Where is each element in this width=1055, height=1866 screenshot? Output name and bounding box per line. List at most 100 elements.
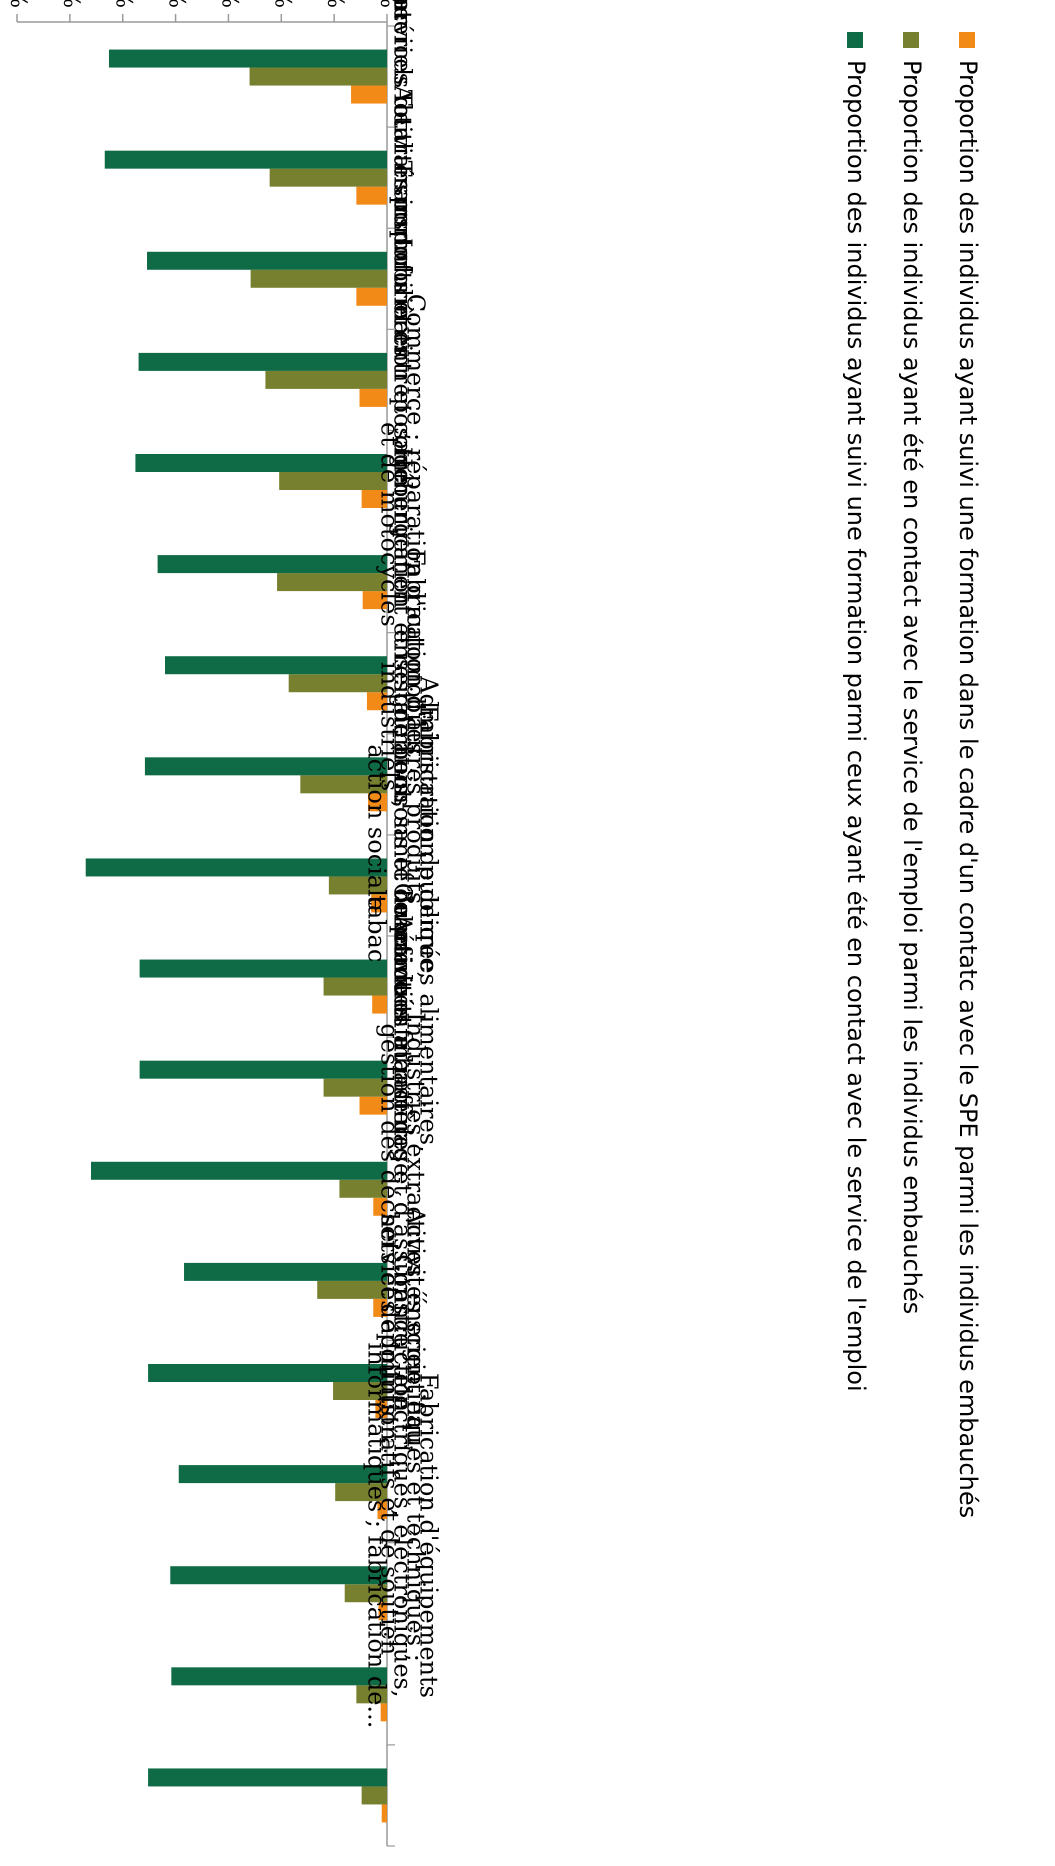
- category-label-line: enseignement, santé humaine et: [389, 629, 417, 1026]
- bar-series-2: [339, 1179, 387, 1198]
- bar-series-1: [144, 757, 387, 776]
- category-label-line: Construction: [389, 1254, 417, 1412]
- category-label: Activités immobilières: [389, 84, 417, 356]
- bar-series-2: [279, 472, 387, 490]
- bar-series-3: [359, 388, 387, 407]
- bar-series-1: [85, 858, 387, 877]
- bar-series-2: [265, 370, 387, 389]
- legend-label: Proportion des individus ayant suivi une…: [842, 60, 870, 1392]
- category-label: Administration publique,enseignement, sa…: [363, 629, 443, 1026]
- category-label-line: Activités financières et d'assurance: [389, 914, 417, 1347]
- category-label-line: de boissons et de produits à base de: [389, 708, 417, 1151]
- category-label-line: industriels: [376, 662, 404, 791]
- category-label-line: Commerce ; réparation d'automobiles: [402, 294, 430, 755]
- bar-series-1: [138, 352, 387, 371]
- category-label: Autres activités de services: [389, 0, 417, 85]
- bar-series-1: [91, 1161, 387, 1180]
- bar-series-3: [372, 995, 387, 1014]
- category-label: Fabrication de matériels de transport: [389, 0, 417, 248]
- bar-series-1: [148, 1364, 387, 1382]
- bar-series-1: [170, 1566, 387, 1585]
- bar-series-3: [373, 1298, 387, 1317]
- bar-series-3: [356, 287, 387, 306]
- category-label: Activités scientifiques et techniques ;s…: [376, 1206, 430, 1662]
- category-label: Fabrication de denrées alimentaires,de b…: [363, 705, 443, 1153]
- bar-series-3: [375, 1400, 387, 1418]
- category-label-line: Fabrication de matériels de transport: [389, 0, 417, 248]
- bar-series-1: [104, 150, 387, 169]
- category-label: Cokéfaction et raffinage: [389, 883, 417, 1177]
- bar-series-3: [366, 692, 387, 711]
- category-label-line: Fabrication d'autres produits: [402, 549, 430, 904]
- bar-series-1: [147, 251, 387, 270]
- bar-series-1: [139, 959, 387, 978]
- category-label: Agriculture, sylviculture et pêche: [389, 0, 417, 21]
- bar-series-1: [139, 1060, 387, 1079]
- category-label: Transports et entreposage: [389, 161, 417, 484]
- category-label-line: Autres activités de services: [389, 0, 417, 85]
- category-label-line: Activités immobilières: [389, 84, 417, 356]
- bar-series-2: [288, 674, 387, 693]
- bar-series-2: [361, 1786, 387, 1805]
- value-tick-label: 5%: [322, 0, 347, 8]
- bar-series-3: [361, 490, 387, 508]
- bar-series-2: [344, 1584, 387, 1603]
- category-label-line: gestion des déchets et dépollution: [376, 1023, 404, 1440]
- bar-series-1: [157, 555, 387, 574]
- value-tick-label: 15%: [216, 0, 241, 8]
- category-label: Industries extractives, énergie, eau,ges…: [376, 1012, 430, 1452]
- legend-swatch: [847, 32, 863, 48]
- value-tick-label: 30%: [58, 0, 83, 8]
- value-tick-label: 25%: [111, 0, 136, 8]
- bar-series-3: [367, 793, 387, 812]
- category-label-line: Activités scientifiques et techniques ;: [402, 1206, 430, 1662]
- bar-series-3: [377, 1501, 387, 1520]
- bar-series-2: [323, 977, 387, 996]
- bar-series-3: [359, 1096, 387, 1115]
- legend: Proportion des individus ayant suivi une…: [842, 32, 982, 1518]
- legend-swatch: [903, 32, 919, 48]
- bar-series-2: [317, 1280, 387, 1299]
- category-label: Construction: [389, 1254, 417, 1412]
- value-tick-label: 20%: [164, 0, 189, 8]
- bar-series-2: [328, 876, 387, 895]
- bar-series-2: [333, 1382, 387, 1400]
- bar-series-1: [165, 656, 387, 675]
- legend-label: Proportion des individus ayant été en co…: [898, 60, 926, 1314]
- plot-area: 0% 5% 10% 15% 20% 25% 30% 35% Agriculture, sylvi…: [5, 0, 443, 1847]
- category-label: Information et communication: [389, 238, 417, 608]
- bar-series-3: [378, 1602, 387, 1621]
- category-label-line: Cokéfaction et raffinage: [389, 883, 417, 1177]
- category-label: Total: [389, 90, 417, 150]
- bar-series-2: [356, 1685, 387, 1704]
- category-label-line: Information et communication: [389, 238, 417, 608]
- bar-series-3: [373, 1197, 387, 1216]
- category-label: Activités financières et d'assurance: [389, 914, 417, 1347]
- bar-series-3: [362, 591, 387, 610]
- category-label-line: Transports et entreposage: [389, 161, 417, 484]
- value-tick-label: 10%: [269, 0, 294, 8]
- category-label: Hébergement et restauration: [389, 447, 417, 804]
- bar-series-1: [108, 49, 387, 68]
- bar-series-3: [356, 186, 387, 205]
- value-tick-label: 0%: [375, 0, 400, 8]
- bar-series-2: [323, 1078, 387, 1097]
- bar-series-2: [277, 573, 387, 592]
- bar-series-2: [269, 168, 387, 187]
- category-label-line: Administration publique,: [415, 675, 443, 979]
- legend-swatch: [959, 32, 975, 48]
- bar-series-1: [178, 1465, 387, 1484]
- category-label-line: services administratifs et de soutien: [376, 1213, 404, 1655]
- bar-series-1: [135, 454, 387, 472]
- bar-series-3: [381, 1804, 387, 1823]
- bar-series-3: [371, 894, 387, 913]
- category-label-line: Fabrication de denrées alimentaires,: [415, 705, 443, 1153]
- category-label-line: Industries extractives, énergie, eau,: [402, 1012, 430, 1452]
- category-label-line: informatiques ; fabrication de...: [363, 1343, 391, 1729]
- value-tick-label: 35%: [5, 0, 30, 8]
- bar-series-2: [249, 67, 387, 86]
- bar-series-1: [148, 1768, 387, 1787]
